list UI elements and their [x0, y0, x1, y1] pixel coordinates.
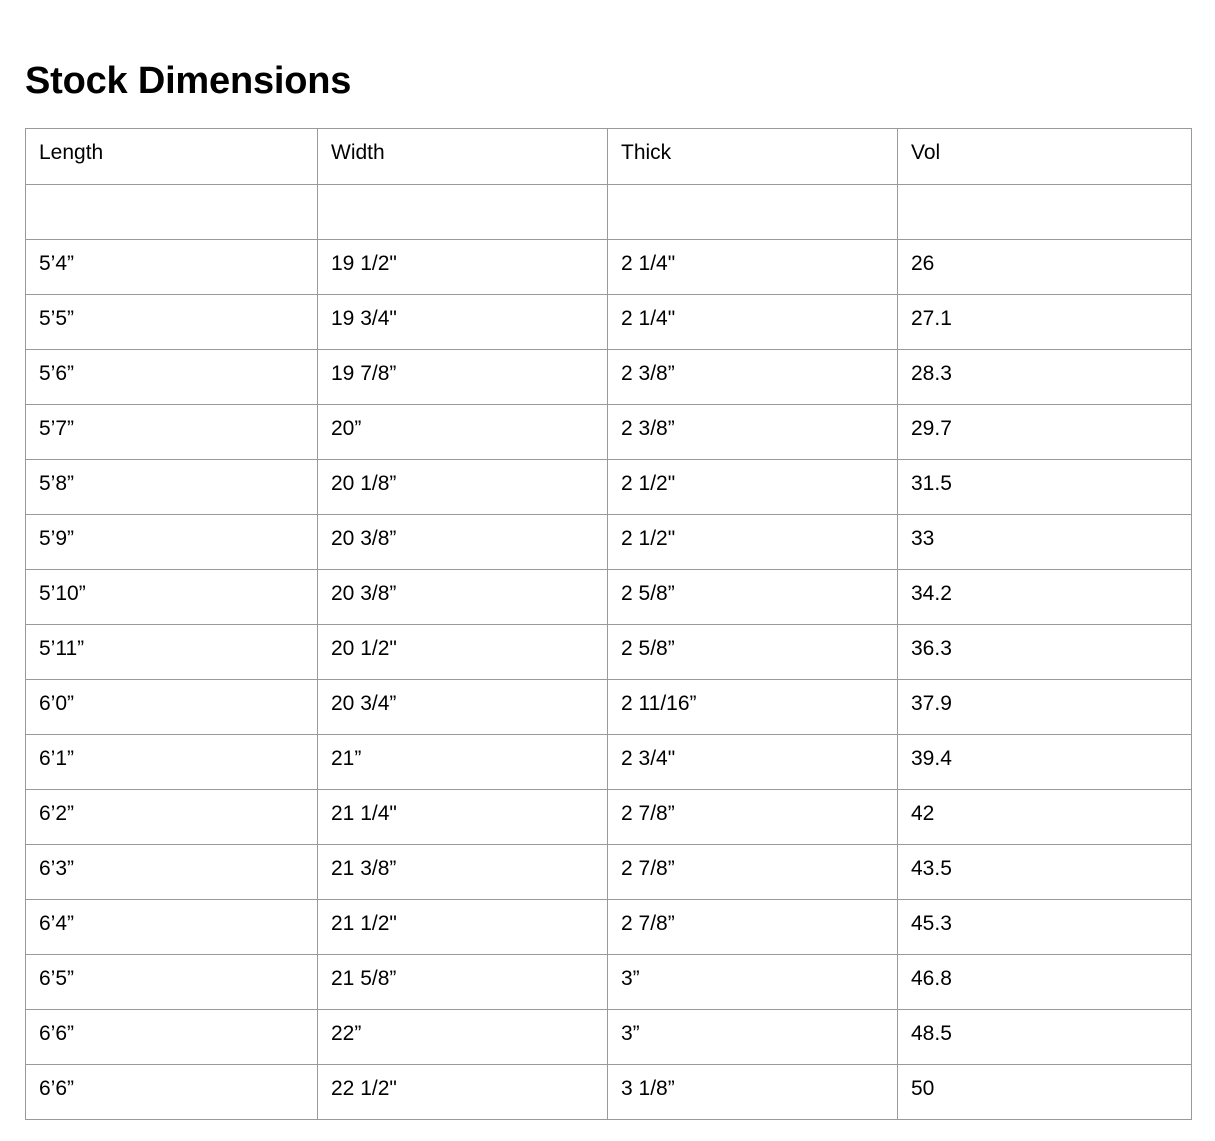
- cell-thick: 2 1/2": [607, 514, 898, 570]
- cell-vol: 27.1: [897, 294, 1192, 350]
- cell-width: 21”: [317, 734, 608, 790]
- cell-width: 20 1/2": [317, 624, 608, 680]
- cell-thick: 2 5/8”: [607, 624, 898, 680]
- cell-width: 20 3/8”: [317, 514, 608, 570]
- table-row: 6’5” 21 5/8” 3” 46.8: [25, 954, 1192, 1010]
- table-row: 5’5” 19 3/4" 2 1/4" 27.1: [25, 294, 1192, 350]
- cell-length: 6’1”: [25, 734, 318, 790]
- cell-vol: 31.5: [897, 459, 1192, 515]
- cell-thick: 2 7/8”: [607, 844, 898, 900]
- cell-thick: [607, 184, 898, 240]
- cell-vol: 50: [897, 1064, 1192, 1120]
- cell-length: 6’4”: [25, 899, 318, 955]
- cell-vol: 36.3: [897, 624, 1192, 680]
- cell-length: 6’3”: [25, 844, 318, 900]
- cell-length: 5’6”: [25, 349, 318, 405]
- cell-width: 19 3/4": [317, 294, 608, 350]
- table-spacer-row: [25, 184, 1192, 240]
- table-row: 5’10” 20 3/8” 2 5/8” 34.2: [25, 569, 1192, 625]
- cell-length: 5’5”: [25, 294, 318, 350]
- cell-vol: 26: [897, 239, 1192, 295]
- cell-length: 6’5”: [25, 954, 318, 1010]
- column-header-width: Width: [317, 128, 608, 185]
- cell-width: 20 3/8”: [317, 569, 608, 625]
- cell-width: 20”: [317, 404, 608, 460]
- cell-vol: 33: [897, 514, 1192, 570]
- table-row: 6’2” 21 1/4" 2 7/8” 42: [25, 789, 1192, 845]
- cell-vol: 48.5: [897, 1009, 1192, 1065]
- table-row: 5’4” 19 1/2" 2 1/4" 26: [25, 239, 1192, 295]
- page-title: Stock Dimensions: [25, 60, 352, 103]
- cell-thick: 3 1/8”: [607, 1064, 898, 1120]
- cell-length: 6’2”: [25, 789, 318, 845]
- cell-thick: 2 1/2": [607, 459, 898, 515]
- cell-width: 22”: [317, 1009, 608, 1065]
- column-header-vol: Vol: [897, 128, 1192, 185]
- cell-length: [25, 184, 318, 240]
- cell-thick: 2 7/8”: [607, 789, 898, 845]
- cell-vol: 34.2: [897, 569, 1192, 625]
- cell-width: 21 5/8”: [317, 954, 608, 1010]
- column-header-length: Length: [25, 128, 318, 185]
- cell-vol: 39.4: [897, 734, 1192, 790]
- table-row: 5’7” 20” 2 3/8” 29.7: [25, 404, 1192, 460]
- cell-length: 5’11”: [25, 624, 318, 680]
- cell-vol: 46.8: [897, 954, 1192, 1010]
- table-row: 6’4” 21 1/2" 2 7/8” 45.3: [25, 899, 1192, 955]
- table-header-row: Length Width Thick Vol: [25, 128, 1192, 185]
- cell-width: 20 1/8”: [317, 459, 608, 515]
- cell-thick: 2 3/8”: [607, 349, 898, 405]
- cell-vol: 43.5: [897, 844, 1192, 900]
- cell-vol: [897, 184, 1192, 240]
- cell-length: 6’6”: [25, 1009, 318, 1065]
- table-row: 6’6” 22 1/2" 3 1/8” 50: [25, 1064, 1192, 1120]
- cell-length: 5’4”: [25, 239, 318, 295]
- cell-thick: 3”: [607, 1009, 898, 1065]
- cell-thick: 3”: [607, 954, 898, 1010]
- table-row: 5’6” 19 7/8” 2 3/8” 28.3: [25, 349, 1192, 405]
- table-row: 5’9” 20 3/8” 2 1/2" 33: [25, 514, 1192, 570]
- cell-thick: 2 1/4": [607, 239, 898, 295]
- table-row: 5’11” 20 1/2" 2 5/8” 36.3: [25, 624, 1192, 680]
- table-row: 6’6” 22” 3” 48.5: [25, 1009, 1192, 1065]
- cell-length: 6’6”: [25, 1064, 318, 1120]
- table-row: 6’0” 20 3/4” 2 11/16” 37.9: [25, 679, 1192, 735]
- table-row: 5’8” 20 1/8” 2 1/2" 31.5: [25, 459, 1192, 515]
- cell-thick: 2 1/4": [607, 294, 898, 350]
- table-row: 6’3” 21 3/8” 2 7/8” 43.5: [25, 844, 1192, 900]
- cell-thick: 2 3/4": [607, 734, 898, 790]
- cell-vol: 42: [897, 789, 1192, 845]
- cell-width: 21 1/4": [317, 789, 608, 845]
- cell-vol: 29.7: [897, 404, 1192, 460]
- cell-length: 5’10”: [25, 569, 318, 625]
- cell-width: 21 3/8”: [317, 844, 608, 900]
- cell-thick: 2 5/8”: [607, 569, 898, 625]
- cell-length: 6’0”: [25, 679, 318, 735]
- stock-dimensions-table: Length Width Thick Vol 5’4” 19 1/2" 2 1/4"…: [25, 128, 1192, 1120]
- cell-width: 22 1/2": [317, 1064, 608, 1120]
- stock-dimensions-table-container: Length Width Thick Vol 5’4” 19 1/2" 2 1/4"…: [25, 128, 1192, 1120]
- cell-length: 5’9”: [25, 514, 318, 570]
- cell-length: 5’7”: [25, 404, 318, 460]
- cell-thick: 2 7/8”: [607, 899, 898, 955]
- cell-width: 19 7/8”: [317, 349, 608, 405]
- cell-length: 5’8”: [25, 459, 318, 515]
- column-header-thick: Thick: [607, 128, 898, 185]
- cell-vol: 28.3: [897, 349, 1192, 405]
- cell-width: 19 1/2": [317, 239, 608, 295]
- cell-width: [317, 184, 608, 240]
- cell-width: 20 3/4”: [317, 679, 608, 735]
- cell-thick: 2 11/16”: [607, 679, 898, 735]
- cell-vol: 45.3: [897, 899, 1192, 955]
- cell-thick: 2 3/8”: [607, 404, 898, 460]
- table-header: Length Width Thick Vol: [25, 128, 1192, 185]
- table-row: 6’1” 21” 2 3/4" 39.4: [25, 734, 1192, 790]
- cell-vol: 37.9: [897, 679, 1192, 735]
- table-body: 5’4” 19 1/2" 2 1/4" 26 5’5” 19 3/4" 2 1/4" 27.1…: [25, 184, 1192, 1120]
- cell-width: 21 1/2": [317, 899, 608, 955]
